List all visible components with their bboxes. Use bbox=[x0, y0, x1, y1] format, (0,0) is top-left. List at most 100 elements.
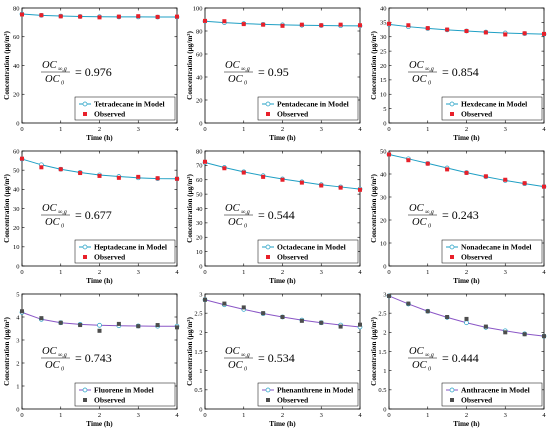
ratio-annotation: OC ∞,gOC 0= 0.544 bbox=[224, 203, 295, 230]
observed-point bbox=[97, 173, 102, 178]
x-tick-label: 3 bbox=[504, 126, 507, 133]
observed-point bbox=[97, 328, 102, 333]
legend-observed-label: Observed bbox=[461, 110, 493, 119]
observed-point bbox=[464, 29, 469, 33]
legend-model-label: Anthracene in Model bbox=[461, 386, 530, 395]
y-tick-label: 40 bbox=[13, 63, 20, 70]
ratio-denominator-subscript: 0 bbox=[61, 367, 64, 373]
x-tick-label: 4 bbox=[358, 126, 362, 133]
legend-model-label: Heptadecane in Model bbox=[94, 243, 167, 252]
x-tick-label: 2 bbox=[98, 412, 101, 419]
x-tick-label: 2 bbox=[281, 412, 284, 419]
observed-point bbox=[464, 316, 469, 321]
x-axis-label: Time (h) bbox=[269, 134, 296, 142]
y-tick-label: 20 bbox=[13, 225, 20, 232]
ratio-numerator-subscript: ∞,g bbox=[425, 67, 434, 73]
ratio-value: = 0.976 bbox=[75, 65, 112, 79]
y-tick-label: 1 bbox=[16, 383, 19, 390]
ratio-denominator: OC bbox=[45, 217, 61, 228]
x-tick-label: 1 bbox=[59, 126, 62, 133]
observed-point bbox=[39, 165, 44, 170]
legend-observed-label: Observed bbox=[94, 396, 126, 405]
y-tick-label: 20 bbox=[196, 97, 203, 104]
y-tick-label: 1.5 bbox=[378, 349, 386, 356]
observed-point bbox=[261, 311, 266, 316]
ratio-value: = 0.444 bbox=[442, 351, 479, 365]
x-tick-label: 4 bbox=[175, 412, 179, 419]
legend-box bbox=[257, 239, 359, 264]
observed-point bbox=[522, 181, 527, 186]
observed-point bbox=[445, 27, 450, 32]
x-axis-label: Time (h) bbox=[86, 134, 113, 142]
observed-point bbox=[406, 158, 411, 163]
ratio-numerator: OC bbox=[409, 203, 425, 214]
panel-fluorene: 0 1 2 3 4 0 1 2 3 4 5 Time (h) Concentration (μg/m³)… bbox=[3, 291, 179, 428]
x-tick-label: 1 bbox=[242, 269, 245, 276]
y-tick-label: 4 bbox=[16, 314, 20, 321]
x-tick-label: 0 bbox=[20, 412, 23, 419]
ratio-denominator-subscript: 0 bbox=[61, 81, 64, 87]
observed-point bbox=[280, 23, 285, 28]
x-tick-label: 4 bbox=[542, 126, 546, 133]
ratio-denominator: OC bbox=[412, 360, 428, 371]
y-tick-label: 40 bbox=[380, 171, 387, 178]
y-tick-label: 2 bbox=[16, 360, 19, 367]
x-tick-label: 4 bbox=[358, 269, 362, 276]
y-tick-label: 0 bbox=[16, 120, 19, 127]
legend-model-label: Hexdecane in Model bbox=[461, 100, 527, 109]
x-tick-label: 4 bbox=[542, 269, 546, 276]
x-axis-label: Time (h) bbox=[86, 277, 113, 285]
y-tick-label: 40 bbox=[13, 187, 20, 194]
x-tick-label: 0 bbox=[203, 412, 206, 419]
x-tick-label: 0 bbox=[387, 126, 390, 133]
ratio-value: = 0.95 bbox=[258, 65, 289, 79]
observed-point bbox=[542, 184, 546, 189]
legend-observed-label: Observed bbox=[277, 396, 309, 405]
ratio-numerator-subscript: ∞,g bbox=[58, 67, 67, 73]
ratio-value: = 0.544 bbox=[258, 208, 295, 222]
x-tick-label: 0 bbox=[387, 412, 390, 419]
ratio-denominator: OC bbox=[45, 74, 61, 85]
ratio-denominator-subscript: 0 bbox=[244, 81, 247, 87]
observed-point bbox=[319, 320, 324, 325]
observed-point bbox=[338, 185, 343, 190]
y-tick-label: 20 bbox=[13, 92, 20, 99]
x-axis-label: Time (h) bbox=[269, 420, 296, 428]
observed-point bbox=[241, 305, 246, 310]
y-tick-label: 15 bbox=[380, 77, 387, 84]
legend-model-label: Pentadecane in Model bbox=[277, 100, 349, 109]
legend-observed-label: Observed bbox=[461, 253, 493, 262]
ratio-denominator-subscript: 0 bbox=[428, 367, 431, 373]
legend-observed-marker bbox=[450, 255, 454, 259]
observed-point bbox=[299, 318, 304, 323]
observed-point bbox=[116, 14, 121, 19]
observed-point bbox=[503, 32, 508, 37]
x-tick-label: 1 bbox=[426, 269, 429, 276]
legend-observed-label: Observed bbox=[94, 253, 126, 262]
observed-point bbox=[280, 177, 285, 182]
ratio-denominator-subscript: 0 bbox=[428, 224, 431, 230]
legend-box bbox=[441, 239, 543, 264]
legend-model-marker bbox=[265, 101, 271, 107]
observed-point bbox=[387, 293, 391, 298]
ratio-denominator: OC bbox=[228, 217, 244, 228]
legend-model-marker bbox=[82, 387, 88, 393]
legend-observed-marker bbox=[83, 255, 87, 259]
ratio-numerator: OC bbox=[225, 60, 241, 71]
legend-model-marker bbox=[449, 387, 455, 393]
legend-box bbox=[257, 96, 359, 121]
y-tick-label: 10 bbox=[196, 249, 203, 256]
y-tick-label: 30 bbox=[380, 34, 387, 41]
observed-point bbox=[387, 21, 391, 26]
observed-point bbox=[203, 297, 207, 302]
y-tick-label: 1 bbox=[199, 368, 202, 375]
observed-point bbox=[136, 14, 141, 19]
legend-box bbox=[74, 239, 176, 264]
y-tick-label: 0.5 bbox=[378, 387, 386, 394]
